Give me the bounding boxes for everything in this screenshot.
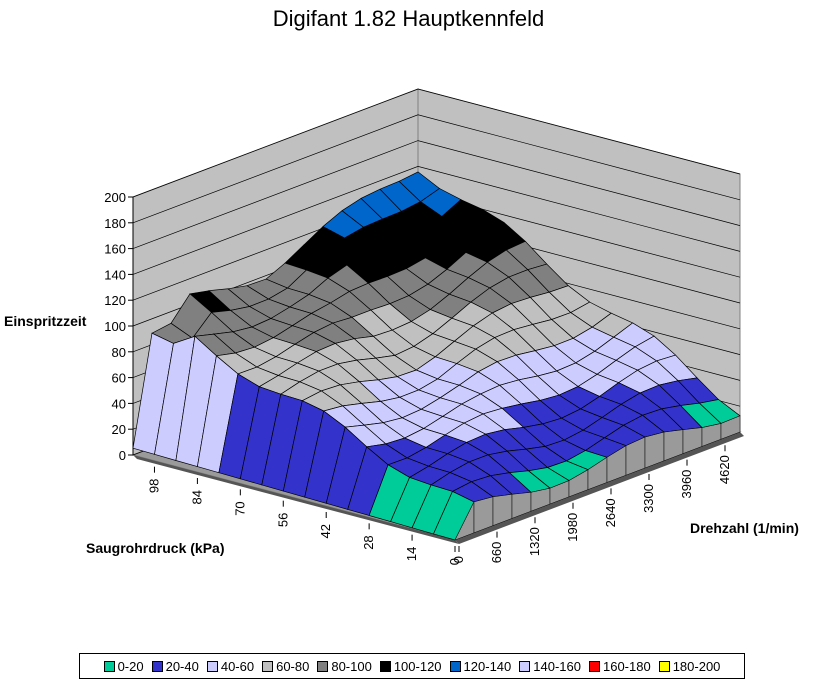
rpm-tick-label: 3300 xyxy=(641,484,656,513)
z-axis-title: Einspritzzeit xyxy=(4,313,87,329)
gridline xyxy=(132,140,741,249)
chart-legend: 0-20 20-40 40-60 60-80 80-100 100-120 120-140 1… xyxy=(79,653,745,679)
legend-swatch xyxy=(262,660,274,672)
pressure-tick-label: 28 xyxy=(361,535,376,549)
legend-item: 0-20 xyxy=(103,658,144,674)
legend-item: 100-120 xyxy=(379,658,442,674)
legend-swatch xyxy=(588,660,600,672)
z-tick-label: 0 xyxy=(119,448,126,463)
legend-swatch xyxy=(151,660,163,672)
legend-label: 100-120 xyxy=(393,658,442,674)
rpm-axis-title: Drehzahl (1/min) xyxy=(690,520,799,536)
legend-item: 40-60 xyxy=(206,658,255,674)
pressure-axis-title: Saugrohrdruck (kPa) xyxy=(86,540,224,556)
legend-label: 40-60 xyxy=(220,658,255,674)
legend-item: 160-180 xyxy=(588,658,651,674)
legend-swatch xyxy=(317,660,329,672)
gridline xyxy=(132,166,741,275)
legend-swatch xyxy=(379,660,391,672)
z-tick-label: 120 xyxy=(104,293,126,308)
rpm-tick-label: 1320 xyxy=(527,527,542,556)
legend-item: 120-140 xyxy=(449,658,512,674)
z-tick-label: 160 xyxy=(104,242,126,257)
rpm-tick-label: 3960 xyxy=(679,470,694,499)
legend-label: 160-180 xyxy=(602,658,651,674)
legend-item: 80-100 xyxy=(317,658,372,674)
legend-item: 60-80 xyxy=(262,659,309,674)
legend-swatch xyxy=(658,660,670,672)
pressure-tick-label: 42 xyxy=(318,524,333,538)
surface-side xyxy=(720,415,741,440)
floor-edge-right xyxy=(455,432,744,544)
legend-item: 140-160 xyxy=(519,659,581,674)
z-tick-label: 180 xyxy=(104,216,126,231)
rpm-tick-label: 2640 xyxy=(603,498,618,527)
legend-swatch xyxy=(449,660,461,672)
rpm-tick-label: 4620 xyxy=(717,455,732,484)
legend-swatch xyxy=(103,660,115,672)
legend-swatch xyxy=(519,660,531,672)
legend-item: 20-40 xyxy=(151,658,199,674)
gridline xyxy=(132,114,741,224)
legend-label: 180-200 xyxy=(672,658,721,674)
legend-label: 20-40 xyxy=(165,658,199,674)
legend-swatch xyxy=(206,660,218,672)
legend-label: 140-160 xyxy=(533,658,581,674)
floor-edge-front xyxy=(133,455,459,544)
pressure-tick-label: 84 xyxy=(189,490,204,504)
chart-title: Digifant 1.82 Hauptkennfeld xyxy=(272,6,545,31)
pressure-tick-label: 98 xyxy=(146,479,161,493)
legend-label: 120-140 xyxy=(463,658,512,674)
legend-label: 60-80 xyxy=(276,658,310,674)
z-tick-label: 40 xyxy=(112,396,126,411)
pressure-tick-label: 70 xyxy=(232,501,247,515)
legend-label: 0-20 xyxy=(117,658,144,674)
z-tick-label: 20 xyxy=(112,422,126,437)
legend-label: 80-100 xyxy=(331,658,372,674)
pressure-tick-label: 14 xyxy=(404,547,419,561)
z-tick-label: 80 xyxy=(112,345,126,360)
z-tick-label: 60 xyxy=(112,371,126,386)
z-tick-label: 140 xyxy=(104,267,126,282)
legend-item: 180-200 xyxy=(658,658,721,674)
gridline xyxy=(132,88,741,198)
rpm-tick-label: 1980 xyxy=(565,513,580,542)
pressure-tick-label: 0 xyxy=(447,558,462,565)
z-tick-label: 100 xyxy=(104,319,126,334)
z-tick-label: 200 xyxy=(104,190,126,205)
rpm-tick-label: 660 xyxy=(489,542,504,564)
rpm-tick-label: 0 xyxy=(451,556,466,563)
pressure-tick-label: 56 xyxy=(275,513,290,527)
